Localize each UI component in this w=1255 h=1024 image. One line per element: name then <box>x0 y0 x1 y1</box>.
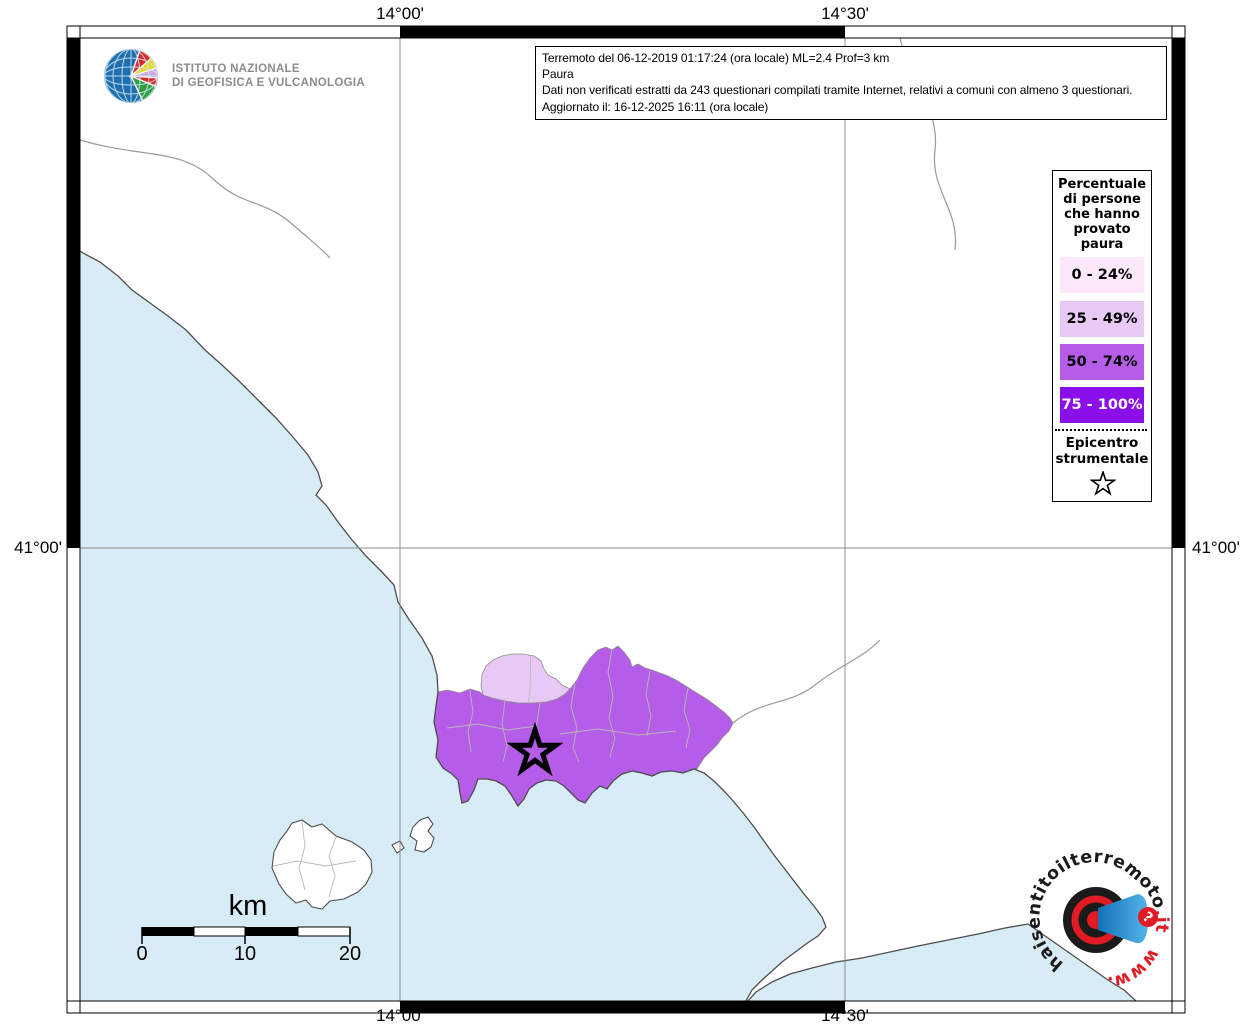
legend-swatch-1-label: 25 - 49% <box>1066 311 1138 327</box>
scale-tick-0: 0 <box>136 943 148 965</box>
event-info-box: Terremoto del 06-12-2019 01:17:24 (ora l… <box>535 46 1167 120</box>
scale-tick-20: 20 <box>338 943 362 965</box>
ingv-text-line-2: DI GEOFISICA E VULCANOLOGIA <box>172 77 365 89</box>
legend-box: Percentuale di persone che hanno provato… <box>1052 170 1152 502</box>
event-info-line-4: Aggiornato il: 16-12-2025 16:11 (ora loc… <box>542 99 769 114</box>
globe-wireframe <box>104 49 158 103</box>
scale-bar <box>141 926 351 944</box>
islands <box>271 816 435 910</box>
legend-swatch-2: 50 - 74% <box>1060 344 1144 380</box>
epicenter-star <box>506 721 564 777</box>
scale-tick-10: 10 <box>233 943 257 965</box>
island-procida <box>409 816 435 853</box>
legend-swatch-0-label: 0 - 24% <box>1071 267 1133 283</box>
lat-label-left: 41°00' <box>14 538 62 557</box>
legend-swatch-2-label: 50 - 74% <box>1066 354 1138 370</box>
map-frame <box>66 25 1186 1014</box>
zone-25-49 <box>480 653 571 704</box>
lon-label-top-right: 14°30' <box>821 4 869 23</box>
island-ischia <box>271 819 373 910</box>
legend-swatch-3-label: 75 - 100% <box>1061 397 1143 413</box>
lon-label-bottom-right: 14°30' <box>821 1006 869 1024</box>
legend-swatch-0: 0 - 24% <box>1060 257 1144 293</box>
lon-label-top-left: 14°00' <box>376 4 424 23</box>
legend-star-icon <box>1090 471 1116 496</box>
legend-swatch-1: 25 - 49% <box>1060 301 1144 337</box>
legend-epicenter-label: Epicentro strumentale <box>1055 435 1149 467</box>
island-vivara <box>391 840 405 854</box>
legend-title: Percentuale di persone che hanno provato… <box>1057 177 1147 252</box>
hsit-question-badge <box>1138 907 1158 927</box>
zone-25-49-divider <box>527 654 532 704</box>
ingv-logo-text: ISTITUTO NAZIONALE DI GEOFISICA E VULCAN… <box>172 62 365 90</box>
scale-bar-unit: km <box>228 890 268 922</box>
legend-divider <box>1055 429 1147 431</box>
lat-label-right: 41°00' <box>1192 538 1240 557</box>
legend-swatch-3: 75 - 100% <box>1060 387 1144 423</box>
event-info-line-1: Terremoto del 06-12-2019 01:17:24 (ora l… <box>542 51 890 65</box>
lon-label-bottom-left: 14°00' <box>376 1006 424 1024</box>
event-info-line-3: Dati non verificati estratti da 243 ques… <box>542 83 1133 98</box>
ingv-text-line-1: ISTITUTO NAZIONALE <box>172 63 300 75</box>
graticule <box>80 38 1172 1001</box>
hsit-logo-cone <box>1098 894 1148 944</box>
event-info-line-2: Paura <box>542 67 574 82</box>
coastline <box>80 250 1137 1001</box>
